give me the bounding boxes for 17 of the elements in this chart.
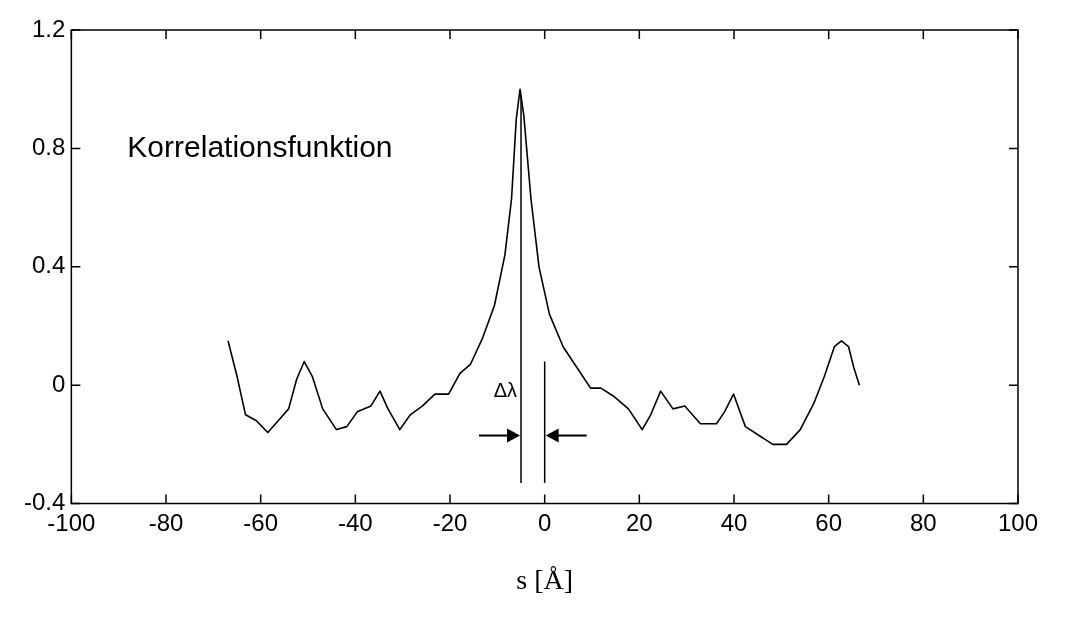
x-tick-label: -80 xyxy=(148,508,184,536)
annotation: Δλ xyxy=(493,378,518,401)
x-tick-label: -40 xyxy=(338,508,373,536)
y-tick-label: 0 xyxy=(52,369,66,397)
x-tick-label: 40 xyxy=(720,508,748,536)
y-tick-label: 1.2 xyxy=(31,14,66,42)
x-tick-label: 60 xyxy=(815,508,843,536)
x-tick-label: 20 xyxy=(625,508,653,536)
x-tick-label: -60 xyxy=(243,508,279,536)
x-tick-label: 100 xyxy=(997,508,1039,536)
x-tick-label: -20 xyxy=(432,508,468,536)
x-tick-label: 0 xyxy=(538,508,552,536)
annotation: Korrelationsfunktion xyxy=(127,129,393,163)
y-tick-label: 0.8 xyxy=(31,133,66,161)
x-axis-title: s [Å] xyxy=(516,563,574,595)
y-tick-label: 0.4 xyxy=(31,251,66,279)
x-tick-label: 80 xyxy=(909,508,937,536)
